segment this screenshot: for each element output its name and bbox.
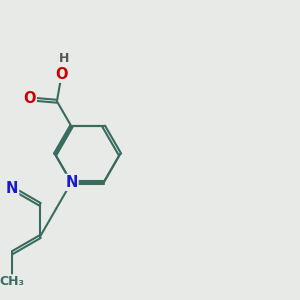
Text: N: N	[65, 175, 77, 190]
Text: N: N	[6, 181, 18, 196]
Text: O: O	[23, 92, 36, 106]
Text: CH₃: CH₃	[0, 275, 25, 288]
Text: H: H	[59, 52, 70, 65]
Text: O: O	[56, 67, 68, 82]
